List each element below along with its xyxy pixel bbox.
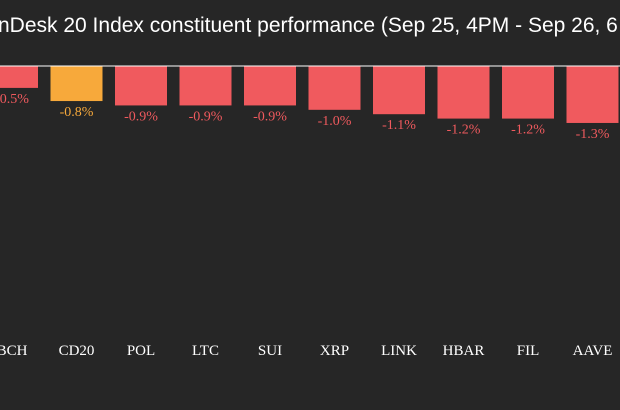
x-tick-label: CD20 (59, 343, 95, 359)
bar (308, 66, 361, 110)
bar (50, 66, 103, 102)
bar (115, 66, 167, 106)
value-label: -1.3% (576, 127, 610, 142)
bar (179, 66, 232, 106)
bar (502, 66, 554, 119)
x-tick-label: XRP (320, 343, 349, 359)
value-label: -0.8% (60, 105, 94, 120)
chart-title: nDesk 20 Index constituent performance (… (0, 14, 618, 37)
x-tick-label: BCH (0, 343, 28, 359)
x-tick-label: AAVE (573, 343, 613, 359)
bar (244, 66, 296, 106)
bar (0, 66, 38, 88)
value-label: -1.0% (318, 114, 352, 129)
value-label: -0.5% (0, 92, 29, 107)
value-label: -1.1% (382, 118, 416, 133)
x-tick-label: POL (127, 343, 155, 359)
bar (373, 66, 425, 115)
value-label: -0.9% (253, 109, 287, 124)
value-label: -1.2% (511, 123, 545, 138)
x-tick-label: LINK (381, 343, 417, 359)
value-label: -1.2% (447, 123, 481, 138)
x-tick-label: HBAR (443, 343, 485, 359)
bar (437, 66, 490, 119)
x-tick-label: LTC (192, 343, 219, 359)
bar (566, 66, 619, 123)
value-label: -0.9% (124, 109, 158, 124)
x-tick-label: SUI (258, 343, 282, 359)
x-tick-label: FIL (517, 343, 540, 359)
value-label: -0.9% (189, 109, 223, 124)
